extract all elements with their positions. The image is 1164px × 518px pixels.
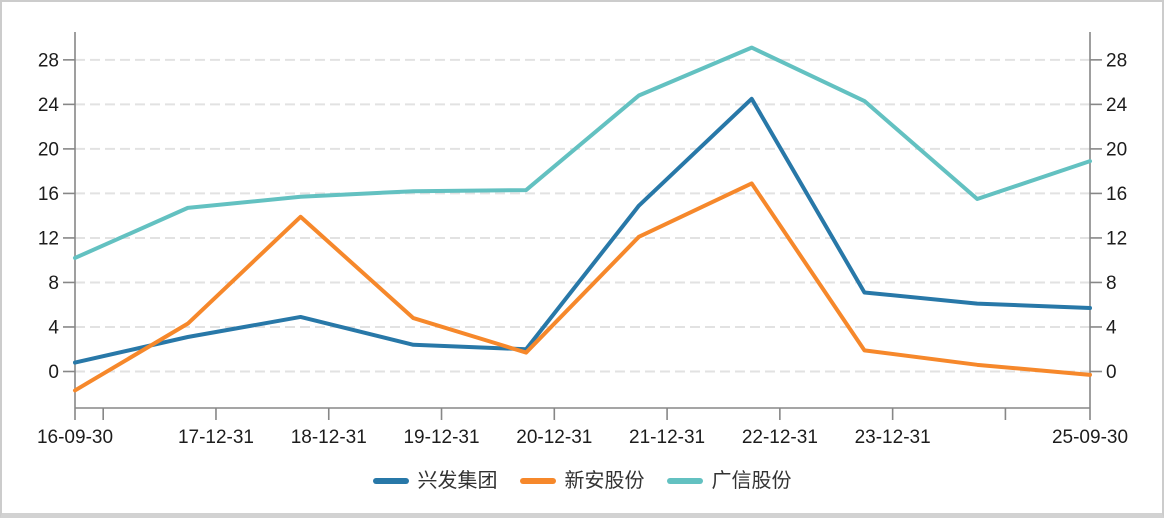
y-axis-label-left: 16 [38,184,59,205]
series-line-广信股份 [73,45,1092,260]
legend-line-swatch-orange [519,478,556,484]
y-axis-label-left: 28 [38,50,59,71]
x-axis-label: 17-12-31 [178,427,254,448]
x-axis-label: 18-12-31 [291,427,367,448]
legend-label: 新安股份 [564,470,645,492]
x-axis-label: 21-12-31 [629,427,705,448]
y-axis-label-right: 8 [1106,273,1117,294]
y-axis-label-left: 20 [38,139,59,160]
x-axis-label: 23-12-31 [855,427,931,448]
series-line-新安股份 [73,181,1092,393]
legend-item-xingfa-jituan[interactable]: 兴发集团 [372,470,498,492]
y-axis-label-right: 12 [1106,228,1127,249]
y-axis-label-right: 0 [1106,362,1117,383]
x-axis-label: 22-12-31 [742,427,818,448]
chart-legend: 兴发集团 新安股份 广信股份 [2,471,1162,491]
y-axis-label-right: 4 [1106,317,1117,338]
legend-line-swatch-blue [372,478,409,484]
y-axis-label-right: 20 [1106,139,1127,160]
legend-item-xinan-gufen[interactable]: 新安股份 [519,470,645,492]
x-axis-label: 20-12-31 [516,427,592,448]
y-axis-label-left: 0 [48,362,59,383]
legend-label: 兴发集团 [417,470,498,492]
legend-label: 广信股份 [711,470,792,492]
y-axis-label-right: 16 [1106,184,1127,205]
y-axis-label-left: 24 [38,95,60,116]
x-axis-label: 19-12-31 [403,427,479,448]
x-axis-label: 16-09-30 [37,427,113,448]
y-axis-label-right: 28 [1106,50,1127,71]
x-axis-label: 25-09-30 [1052,427,1128,448]
y-axis-label-right: 24 [1106,95,1128,116]
legend-item-guangxin-gufen[interactable]: 广信股份 [666,470,792,492]
legend-line-swatch-teal [666,478,703,484]
series-line-兴发集团 [73,96,1092,365]
y-axis-label-left: 4 [48,317,59,338]
y-axis-label-left: 12 [38,228,59,249]
y-axis-label-left: 8 [48,273,59,294]
